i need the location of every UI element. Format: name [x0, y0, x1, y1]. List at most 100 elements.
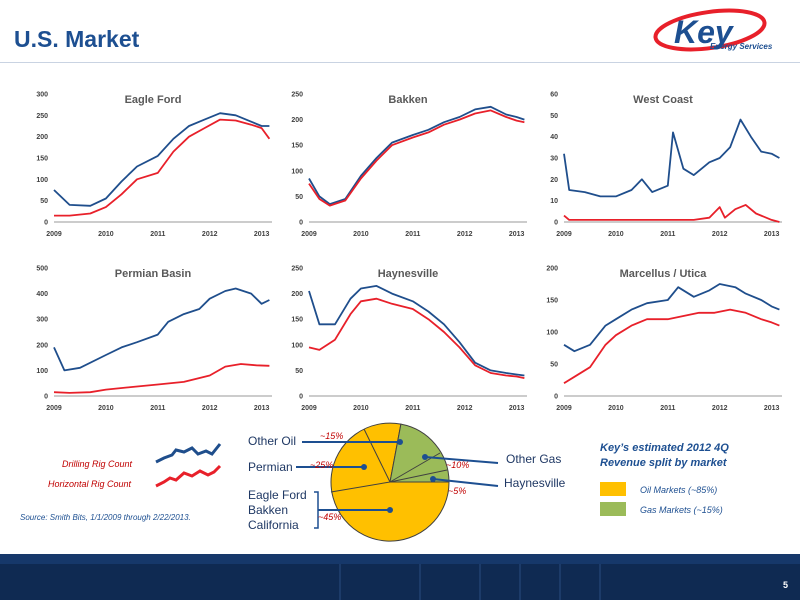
x-tick-label: 2012 — [202, 231, 218, 238]
pie-label-eagle-ford: Eagle Ford — [248, 488, 307, 502]
x-tick-label: 2009 — [301, 405, 317, 412]
x-tick-label: 2010 — [98, 405, 114, 412]
series-line-horizontal-rig-count — [563, 308, 780, 384]
x-tick-label: 2012 — [712, 231, 728, 238]
legend-swatches — [155, 443, 222, 488]
series-line-drilling-rig-count — [308, 105, 525, 205]
series-line-drilling-rig-count — [53, 112, 270, 207]
x-tick-label: 2009 — [46, 231, 62, 238]
y-tick-label: 0 — [299, 394, 303, 401]
x-tick-label: 2011 — [660, 231, 675, 238]
y-tick-label: 40 — [550, 134, 558, 141]
y-tick-label: 250 — [291, 266, 303, 273]
x-tick-label: 2012 — [457, 231, 473, 238]
x-tick-label: 2013 — [764, 231, 780, 238]
revenue-heading-line-2: Revenue split by market — [600, 457, 727, 469]
gas-markets-swatch — [600, 502, 626, 516]
pie-slice-gas — [389, 423, 450, 483]
pie-pct-other-gas: ~10% — [446, 460, 470, 470]
gas-markets-label: Gas Markets (~15%) — [640, 505, 723, 515]
series-line-drilling-rig-count — [563, 283, 780, 353]
x-tick-label: 2011 — [150, 405, 165, 412]
y-tick-label: 100 — [36, 368, 48, 375]
y-tick-label: 100 — [36, 177, 48, 184]
chart-title: Haynesville — [378, 268, 439, 280]
x-tick-label: 2009 — [556, 405, 572, 412]
logo-wordmark: Key — [674, 14, 735, 50]
y-tick-label: 200 — [36, 134, 48, 141]
x-tick-label: 2010 — [353, 405, 369, 412]
oil-markets-swatch — [600, 482, 626, 496]
revenue-heading-line-1: Key’s estimated 2012 4Q — [600, 442, 729, 454]
y-tick-label: 400 — [36, 291, 48, 298]
chart-title: Marcellus / Utica — [620, 268, 708, 280]
series-line-horizontal-rig-count — [563, 204, 780, 223]
series-line-drilling-rig-count — [53, 287, 270, 372]
x-tick-label: 2011 — [660, 405, 675, 412]
y-tick-label: 50 — [40, 198, 48, 205]
y-tick-label: 0 — [554, 220, 558, 227]
x-tick-label: 2011 — [150, 231, 165, 238]
x-tick-label: 2013 — [764, 405, 780, 412]
legend-horizontal-line — [155, 464, 222, 488]
chart-title: West Coast — [633, 94, 693, 106]
x-tick-label: 2012 — [457, 405, 473, 412]
legend-drilling-label: Drilling Rig Count — [62, 459, 133, 469]
footer-band — [0, 554, 800, 600]
y-tick-label: 30 — [550, 156, 558, 163]
y-tick-label: 20 — [550, 177, 558, 184]
y-tick-label: 300 — [36, 317, 48, 324]
chart-title: Bakken — [388, 94, 427, 106]
y-tick-label: 300 — [36, 92, 48, 99]
page-number: 5 — [782, 580, 788, 590]
x-tick-label: 2012 — [202, 405, 218, 412]
series-line-drilling-rig-count — [563, 118, 780, 198]
chart-west-coast: 0 10 20 30 40 50 60 2009 2010 2011 2012 2013 West Co… — [532, 86, 792, 256]
source-note: Source: Smith Bits, 1/1/2009 through 2/2… — [20, 513, 191, 522]
series-line-drilling-rig-count — [308, 284, 525, 377]
y-tick-label: 60 — [550, 92, 558, 99]
y-tick-label: 100 — [546, 330, 558, 337]
chart-marcellus-utica: 0 50 100 150 200 2009 2010 2011 2012 2013 Marcellu… — [532, 260, 792, 430]
chart-bakken: 0 50 100 150 200 250 2009 2010 2011 2012 2013 Bakke… — [277, 86, 537, 256]
pie-pct-haynesville: ~5% — [448, 486, 467, 496]
y-tick-label: 100 — [291, 342, 303, 349]
y-tick-label: 150 — [36, 156, 48, 163]
y-tick-label: 0 — [44, 394, 48, 401]
oil-markets-label: Oil Markets (~85%) — [640, 485, 718, 495]
legend-horizontal-label: Horizontal Rig Count — [48, 479, 132, 489]
y-tick-label: 500 — [36, 266, 48, 273]
series-line-horizontal-rig-count — [53, 363, 270, 394]
y-tick-label: 250 — [36, 113, 48, 120]
chart-permian-basin: 0 100 200 300 400 500 2009 2010 2011 2012 2013 Perm… — [22, 260, 282, 430]
series-line-horizontal-rig-count — [308, 297, 525, 379]
y-tick-label: 0 — [554, 394, 558, 401]
chart-title: Permian Basin — [115, 268, 192, 280]
pie-pct-eagle-ford: ~45% — [318, 512, 342, 522]
y-tick-label: 150 — [291, 317, 303, 324]
y-tick-label: 50 — [550, 113, 558, 120]
key-logo: Key — [653, 8, 767, 52]
y-tick-label: 100 — [291, 168, 303, 175]
x-tick-label: 2009 — [301, 231, 317, 238]
x-tick-label: 2010 — [608, 231, 624, 238]
pie-label-other-gas: Other Gas — [506, 452, 562, 466]
logo-tagline: Energy Services — [710, 42, 773, 51]
pie-label-other-oil: Other Oil — [248, 434, 297, 448]
y-tick-label: 200 — [546, 266, 558, 273]
y-tick-label: 50 — [295, 194, 303, 201]
pie-pct-permian: ~25% — [310, 460, 334, 470]
y-tick-label: 200 — [291, 117, 303, 124]
chart-haynesville: 0 50 100 150 200 250 2009 2010 2011 2012 2013 Hayne… — [277, 260, 537, 430]
pie-pct-other-oil: ~15% — [320, 431, 344, 441]
y-tick-label: 200 — [36, 342, 48, 349]
y-tick-label: 10 — [550, 198, 558, 205]
footer-texture — [0, 554, 800, 600]
y-tick-label: 50 — [295, 368, 303, 375]
y-tick-label: 0 — [44, 220, 48, 227]
revenue-pie-chart — [296, 422, 499, 542]
pie-label-haynesville: Haynesville — [504, 476, 566, 490]
x-tick-label: 2010 — [608, 405, 624, 412]
y-tick-label: 200 — [291, 291, 303, 298]
title-divider — [0, 62, 800, 63]
